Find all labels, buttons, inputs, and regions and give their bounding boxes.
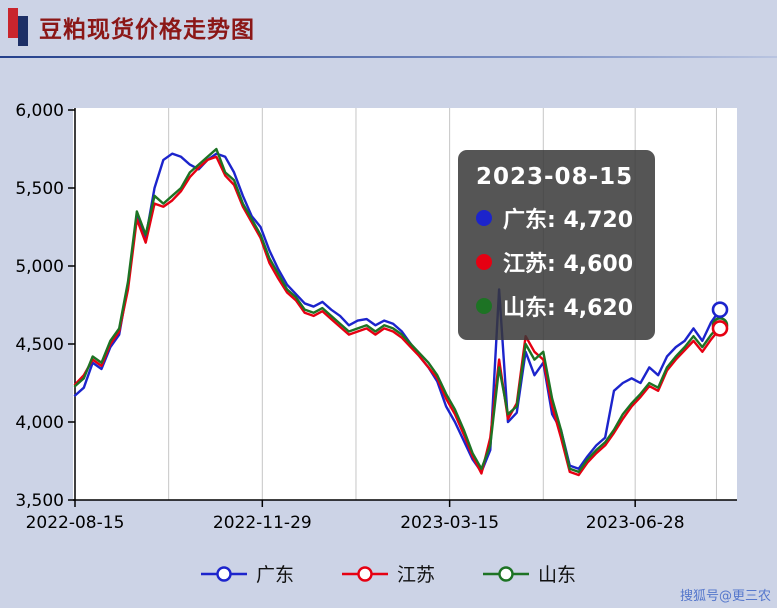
tooltip-row-山东: 山东: 4,620 xyxy=(476,290,633,322)
y-tick-label: 3,500 xyxy=(15,491,64,511)
y-tick-label: 6,000 xyxy=(15,101,64,121)
tooltip-text: 江苏: 4,600 xyxy=(503,252,634,277)
flag-navy-bar xyxy=(18,16,28,46)
x-tick-label: 2022-11-29 xyxy=(213,513,312,533)
series-dot-icon xyxy=(476,298,492,314)
x-tick-label: 2022-08-15 xyxy=(26,513,125,533)
series-line-江苏[interactable] xyxy=(73,155,722,477)
y-tick-label: 4,500 xyxy=(15,335,64,355)
header-divider xyxy=(0,56,777,58)
series-dot-icon xyxy=(476,254,492,270)
x-tick-label: 2023-06-28 xyxy=(586,513,685,533)
chart-legend: 广东 江苏 山东 xyxy=(0,560,777,587)
page-title: 豆粕现货价格走势图 xyxy=(39,17,255,43)
series-line-山东[interactable] xyxy=(73,147,722,474)
series-line-广东[interactable] xyxy=(73,152,722,474)
x-tick-label: 2023-03-15 xyxy=(400,513,499,533)
tooltip-text: 山东: 4,620 xyxy=(503,296,634,321)
y-tick-label: 4,000 xyxy=(15,413,64,433)
series-dot-icon xyxy=(476,210,492,226)
tooltip-text: 广东: 4,720 xyxy=(503,208,634,233)
endpoint-marker-广东[interactable] xyxy=(711,301,729,318)
watermark: 搜狐号@更三农 xyxy=(679,589,771,604)
legend-label: 江苏 xyxy=(396,564,435,586)
legend-marker-icon xyxy=(341,565,388,582)
legend-label: 山东 xyxy=(538,564,577,586)
y-tick-label: 5,000 xyxy=(15,257,64,277)
endpoint-marker-江苏[interactable] xyxy=(711,320,729,337)
legend-marker-icon xyxy=(200,565,247,582)
legend-item-广东[interactable]: 广东 xyxy=(200,560,294,587)
legend-marker-icon xyxy=(483,565,529,582)
flag-red-bar xyxy=(8,8,18,38)
legend-item-山东[interactable]: 山东 xyxy=(483,560,576,587)
tooltip-row-江苏: 江苏: 4,600 xyxy=(476,246,633,278)
legend-label: 广东 xyxy=(255,564,294,586)
legend-item-江苏[interactable]: 江苏 xyxy=(341,560,435,587)
tooltip-row-广东: 广东: 4,720 xyxy=(476,202,633,234)
chart-tooltip: 2023-08-15 广东: 4,720 江苏: 4,600 山东: 4,620 xyxy=(458,150,656,340)
flag-icon xyxy=(8,8,30,46)
y-tick-label: 5,500 xyxy=(15,179,64,199)
page-header: 豆粕现货价格走势图 xyxy=(8,8,255,46)
tooltip-date: 2023-08-15 xyxy=(476,164,634,190)
